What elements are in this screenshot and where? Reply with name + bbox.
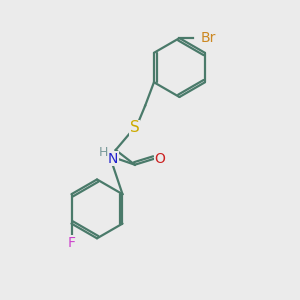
Text: O: O — [154, 152, 165, 166]
Text: F: F — [68, 236, 76, 250]
Text: Br: Br — [201, 31, 216, 45]
Text: H: H — [98, 146, 108, 159]
Text: S: S — [130, 120, 140, 135]
Text: N: N — [107, 152, 118, 166]
